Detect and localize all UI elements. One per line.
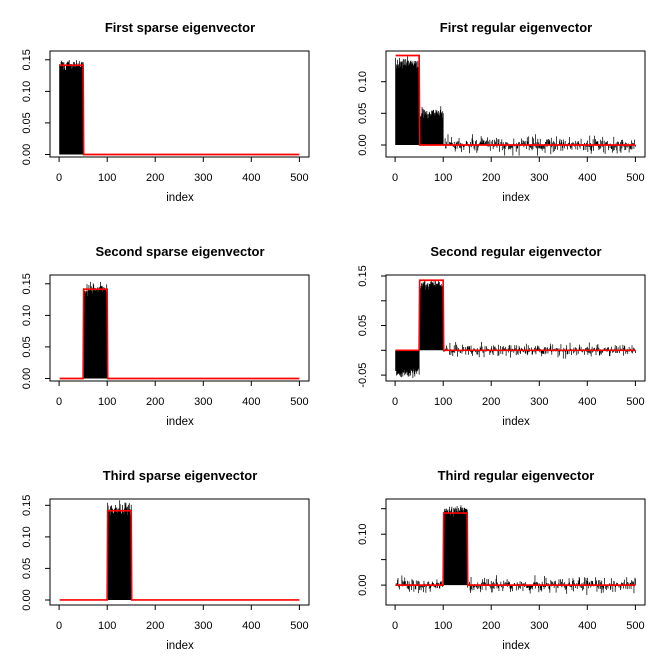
svg-text:0: 0 xyxy=(56,172,62,184)
svg-text:0.15: 0.15 xyxy=(21,273,33,294)
panel-title: Second sparse eigenvector xyxy=(95,244,265,259)
svg-text:400: 400 xyxy=(578,172,596,184)
svg-text:200: 200 xyxy=(482,620,500,632)
plot-third-sparse-eigenvector: 0 100 200 300 400 500 0.00 0.05 0.10 0.15 xyxy=(21,495,310,632)
svg-text:500: 500 xyxy=(626,396,644,408)
panel-first-regular-eigenvector: First regular eigenvector 0 100 200 300 400 5… xyxy=(336,0,672,224)
plot-third-regular-eigenvector: 0 100 200 300 400 500 0.00 0.10 xyxy=(357,498,646,632)
svg-text:0.05: 0.05 xyxy=(357,103,369,124)
x-axis-label: index xyxy=(166,416,194,428)
svg-text:0.10: 0.10 xyxy=(21,305,33,326)
svg-text:0.10: 0.10 xyxy=(357,71,369,92)
svg-text:100: 100 xyxy=(98,172,116,184)
svg-text:0.05: 0.05 xyxy=(357,315,369,336)
svg-text:500: 500 xyxy=(290,620,308,632)
svg-text:200: 200 xyxy=(482,172,500,184)
plot-second-regular-eigenvector: 0 100 200 300 400 500 -0.05 0.05 0.15 xyxy=(357,265,646,408)
svg-text:300: 300 xyxy=(530,620,548,632)
panel-second-sparse-eigenvector: Second sparse eigenvector 0 100 200 300 400 5… xyxy=(0,224,336,448)
panel-title: Third regular eigenvector xyxy=(437,468,595,483)
svg-text:0.15: 0.15 xyxy=(21,495,33,516)
svg-text:300: 300 xyxy=(194,396,212,408)
svg-text:500: 500 xyxy=(626,620,644,632)
svg-text:0: 0 xyxy=(392,396,398,408)
svg-text:400: 400 xyxy=(242,620,260,632)
svg-text:100: 100 xyxy=(434,172,452,184)
panel-title: First sparse eigenvector xyxy=(104,20,256,35)
panel-third-sparse-eigenvector: Third sparse eigenvector 0 100 200 300 400 50… xyxy=(0,448,336,672)
svg-text:0.00: 0.00 xyxy=(21,368,33,389)
svg-text:100: 100 xyxy=(434,620,452,632)
x-axis-label: index xyxy=(166,640,194,652)
svg-text:500: 500 xyxy=(626,172,644,184)
x-axis-label: index xyxy=(166,192,194,204)
svg-text:0: 0 xyxy=(392,172,398,184)
svg-text:100: 100 xyxy=(434,396,452,408)
svg-text:0.05: 0.05 xyxy=(21,112,33,133)
svg-text:400: 400 xyxy=(242,172,260,184)
svg-text:300: 300 xyxy=(194,172,212,184)
svg-text:300: 300 xyxy=(194,620,212,632)
svg-text:200: 200 xyxy=(146,396,164,408)
x-axis-label: index xyxy=(502,416,530,428)
plot-second-sparse-eigenvector: 0 100 200 300 400 500 0.00 0.05 0.10 0.15 xyxy=(21,273,310,408)
svg-text:500: 500 xyxy=(290,172,308,184)
x-axis-label: index xyxy=(502,640,530,652)
svg-text:0.15: 0.15 xyxy=(21,49,33,70)
svg-text:0.15: 0.15 xyxy=(357,265,369,286)
svg-text:200: 200 xyxy=(146,620,164,632)
panel-title: Third sparse eigenvector xyxy=(102,468,258,483)
svg-text:300: 300 xyxy=(530,172,548,184)
panel-title: First regular eigenvector xyxy=(439,20,593,35)
svg-text:100: 100 xyxy=(98,396,116,408)
svg-text:400: 400 xyxy=(578,396,596,408)
svg-text:200: 200 xyxy=(482,396,500,408)
svg-text:0: 0 xyxy=(392,620,398,632)
svg-text:0.00: 0.00 xyxy=(21,144,33,165)
svg-text:300: 300 xyxy=(530,396,548,408)
svg-text:0.00: 0.00 xyxy=(21,589,33,610)
svg-text:0.10: 0.10 xyxy=(21,526,33,547)
plot-first-sparse-eigenvector: 0 100 200 300 400 500 0.00 0.05 0.10 0.15 xyxy=(21,49,310,184)
svg-text:0: 0 xyxy=(56,620,62,632)
svg-text:0.10: 0.10 xyxy=(21,81,33,102)
x-axis-label: index xyxy=(502,192,530,204)
panel-first-sparse-eigenvector: First sparse eigenvector 0 100 200 300 400 50… xyxy=(0,0,336,224)
svg-text:500: 500 xyxy=(290,396,308,408)
svg-text:400: 400 xyxy=(578,620,596,632)
plot-first-regular-eigenvector: 0 100 200 300 400 500 0.00 0.05 0.10 xyxy=(357,50,646,184)
panel-second-regular-eigenvector: Second regular eigenvector 0 100 200 300 400… xyxy=(336,224,672,448)
svg-text:200: 200 xyxy=(146,172,164,184)
svg-text:-0.05: -0.05 xyxy=(357,363,369,388)
svg-text:0.10: 0.10 xyxy=(357,523,369,544)
panel-title: Second regular eigenvector xyxy=(430,244,602,259)
svg-text:100: 100 xyxy=(98,620,116,632)
svg-text:400: 400 xyxy=(242,396,260,408)
panel-third-regular-eigenvector: Third regular eigenvector 0 100 200 300 400 5… xyxy=(336,448,672,672)
svg-text:0.05: 0.05 xyxy=(21,336,33,357)
svg-text:0.00: 0.00 xyxy=(357,574,369,595)
svg-text:0.05: 0.05 xyxy=(21,558,33,579)
svg-text:0.00: 0.00 xyxy=(357,134,369,155)
svg-text:0: 0 xyxy=(56,396,62,408)
